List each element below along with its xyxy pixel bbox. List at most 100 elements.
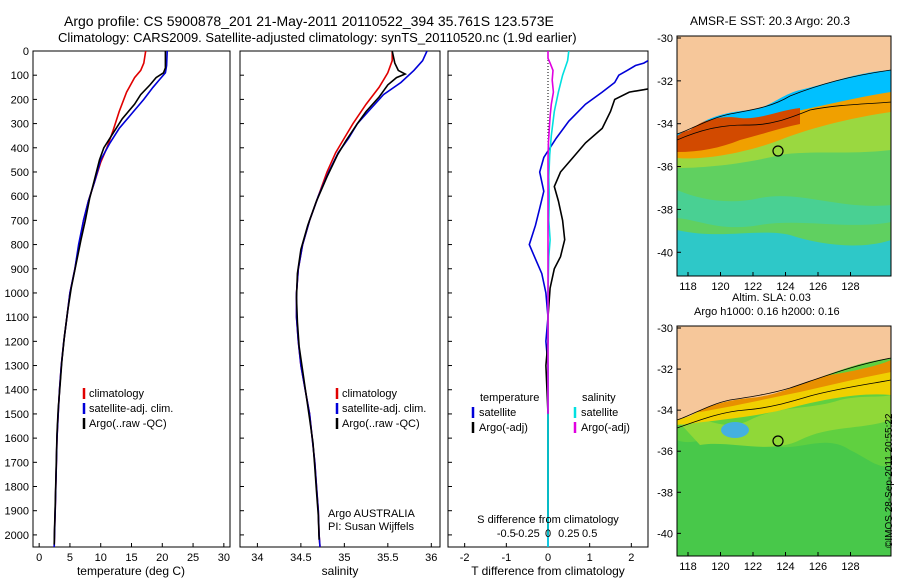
depth-tick-label: 1200	[5, 336, 29, 348]
legend-label: satellite	[581, 407, 618, 419]
sst-land	[677, 36, 891, 134]
lon-tick-label: 120	[711, 281, 729, 293]
sla-field	[677, 326, 891, 556]
series-line-argo-raw-qc-	[53, 51, 167, 545]
legend-label: satellite	[479, 407, 516, 419]
lon-tick-label: 124	[776, 281, 794, 293]
legend-label: climatology	[89, 388, 145, 400]
lon-tick-label: 128	[841, 281, 859, 293]
x-tick-label: 20	[156, 552, 168, 564]
depth-tick-label: 1700	[5, 457, 29, 469]
sla-low-eddy	[721, 422, 749, 438]
sst-coastline	[677, 69, 891, 135]
sst-contour	[677, 101, 891, 141]
temperature-xlabel: temperature (deg C)	[77, 564, 185, 578]
depth-tick-label: 600	[11, 191, 29, 203]
depth-tick-label: 2000	[5, 530, 29, 542]
lon-tick-label: 124	[776, 561, 794, 573]
header-line2: Climatology: CARS2009. Satellite-adjuste…	[58, 30, 577, 45]
x-tick-label: 34	[251, 552, 263, 564]
s-tick-label: 0	[545, 528, 551, 540]
salinity-panel: 34 34.5 35 35.5 36 climatology satellite-adj.…	[239, 50, 441, 578]
x-tick-label: 0	[545, 552, 551, 564]
depth-tick-label: 400	[11, 143, 29, 155]
x-tick-label: 34.5	[290, 552, 311, 564]
lon-tick-label: 128	[841, 561, 859, 573]
lat-tick-label: -38	[657, 487, 673, 499]
lon-tick-label: 126	[809, 281, 827, 293]
imos-credit: ©IMOS 28-Sep-2011 20:55:22	[884, 413, 895, 548]
argo-pi-label: PI: Susan Wijffels	[328, 521, 414, 533]
sst-lat-ticks: -30 -32 -34 -36 -38 -40	[657, 33, 681, 259]
sst-argo-marker	[772, 145, 784, 157]
difference-panel: -2 -1 0 1 2 temperature salinity satellite Argo…	[447, 50, 649, 578]
sst-map: AMSR-E SST: 20.3 Argo: 20.3 -30 -32 -34 -36…	[657, 14, 892, 293]
sla-land	[677, 326, 891, 420]
legend-header-temperature: temperature	[480, 392, 539, 404]
s-tick-label: 0.25	[558, 528, 579, 540]
lat-tick-label: -40	[657, 528, 673, 540]
depth-tick-label: 1000	[5, 288, 29, 300]
salinity-xlabel: salinity	[322, 564, 359, 578]
legend-label: satellite-adj. clim.	[89, 403, 173, 415]
lat-tick-label: -30	[657, 33, 673, 45]
salinity-axes-frame	[239, 50, 441, 548]
sla-contour	[677, 379, 891, 429]
x-tick-label: 15	[125, 552, 137, 564]
x-tick-label: 35	[338, 552, 350, 564]
argo-agency-label: Argo AUSTRALIA	[328, 508, 415, 520]
depth-tick-label: 700	[11, 215, 29, 227]
x-tick-label: 1	[587, 552, 593, 564]
temperature-panel: 0100200300400500600700800900100011001200…	[5, 46, 231, 578]
lat-tick-label: -34	[657, 119, 673, 131]
x-tick-label: 25	[187, 552, 199, 564]
series-line-s-argo-adj-	[547, 51, 555, 414]
x-tick-label: -2	[460, 552, 470, 564]
x-tick-label: 10	[95, 552, 107, 564]
sst-warm-core	[677, 108, 800, 152]
lat-tick-label: -40	[657, 247, 673, 259]
legend-label: climatology	[342, 388, 398, 400]
depth-tick-label: 800	[11, 240, 29, 252]
lon-tick-label: 118	[679, 561, 697, 573]
series-line-argo-raw-qc-	[295, 51, 408, 540]
sla-green-band	[677, 432, 891, 556]
depth-tick-label: 1300	[5, 361, 29, 373]
legend-label: Argo(-adj)	[479, 422, 528, 434]
x-tick-label: 0	[36, 552, 42, 564]
sla-lat-ticks: -30 -32 -34 -36 -38 -40	[657, 323, 681, 540]
legend-header-salinity: salinity	[582, 392, 616, 404]
x-tick-label: 35.5	[377, 552, 398, 564]
depth-tick-label: 1100	[5, 312, 29, 324]
t-difference-xlabel: T difference from climatology	[471, 564, 625, 578]
temperature-axes-frame	[32, 50, 231, 548]
s-tick-label: -0.5	[497, 528, 516, 540]
lat-tick-label: -32	[657, 76, 673, 88]
s-tick-label: -0.25	[515, 528, 540, 540]
s-difference-label: S difference from climatology	[477, 514, 619, 526]
lat-tick-label: -34	[657, 405, 673, 417]
depth-tick-label: 1800	[5, 482, 29, 494]
x-tick-label: 5	[67, 552, 73, 564]
x-tick-label: -1	[501, 552, 511, 564]
depth-tick-label: 1400	[5, 385, 29, 397]
depth-tick-label: 1600	[5, 433, 29, 445]
depth-tick-label: 300	[11, 119, 29, 131]
depth-tick-label: 1500	[5, 409, 29, 421]
depth-tick-label: 200	[11, 94, 29, 106]
legend-label: Argo(..raw -QC)	[342, 418, 420, 430]
sla-map-frame	[676, 325, 892, 557]
sla-map-title2: Argo h1000: 0.16 h2000: 0.16	[694, 306, 840, 318]
legend-label: Argo(-adj)	[581, 422, 630, 434]
depth-tick-label: 900	[11, 264, 29, 276]
x-tick-label: 30	[218, 552, 230, 564]
sla-coastline	[677, 357, 891, 421]
header-line1: Argo profile: CS 5900878_201 21-May-2011…	[64, 13, 554, 29]
legend-label: satellite-adj. clim.	[342, 403, 426, 415]
lat-tick-label: -36	[657, 162, 673, 174]
x-tick-label: 2	[628, 552, 634, 564]
sst-field	[677, 36, 891, 276]
lon-tick-label: 122	[744, 281, 762, 293]
depth-tick-label: 1900	[5, 506, 29, 518]
